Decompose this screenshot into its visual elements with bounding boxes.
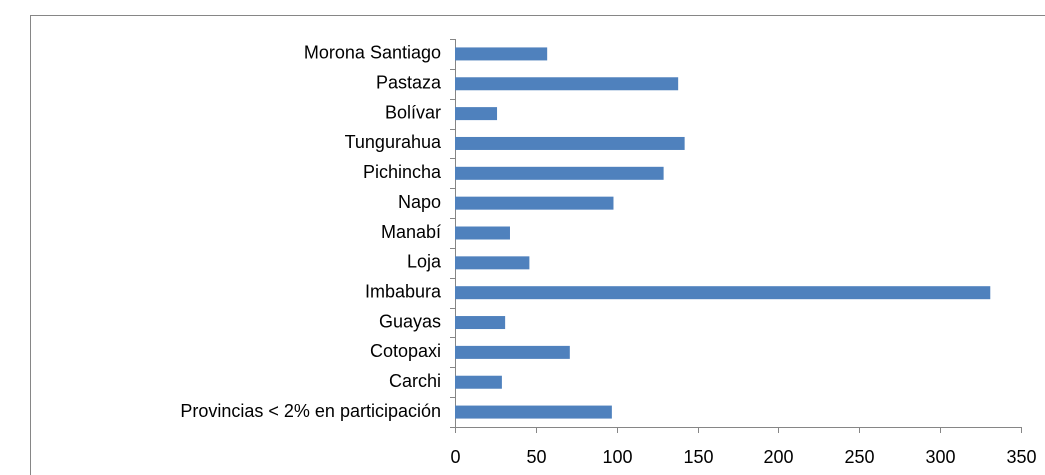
bar	[455, 107, 498, 121]
bar	[455, 47, 548, 61]
y-tick-label: Carchi	[389, 371, 441, 391]
chart-frame	[30, 15, 1045, 475]
x-tick-label: 250	[844, 447, 874, 467]
x-tick-label: 300	[925, 447, 955, 467]
bar	[455, 405, 612, 419]
bar	[455, 196, 614, 210]
y-tick-label: Pastaza	[376, 73, 442, 93]
y-tick-label: Guayas	[379, 311, 441, 331]
bar	[455, 226, 510, 240]
x-tick-label: 100	[602, 447, 632, 467]
y-tick-label: Pichincha	[363, 162, 442, 182]
bar	[455, 345, 570, 359]
y-tick-label: Provincias < 2% en participación	[180, 401, 441, 421]
x-tick-label: 50	[526, 447, 546, 467]
bar	[455, 166, 664, 180]
y-tick-label: Cotopaxi	[370, 341, 441, 361]
x-tick-label: 150	[683, 447, 713, 467]
y-tick-label: Loja	[407, 252, 442, 272]
x-tick-label: 350	[1006, 447, 1036, 467]
bar	[455, 316, 506, 330]
y-tick-label: Napo	[398, 192, 441, 212]
bar	[455, 375, 502, 389]
bar	[455, 136, 685, 150]
bar	[455, 256, 530, 270]
bar	[455, 77, 679, 91]
x-tick-label: 200	[763, 447, 793, 467]
y-tick-label: Manabí	[381, 222, 441, 242]
x-tick-label: 0	[450, 447, 460, 467]
y-tick-label: Bolívar	[385, 102, 441, 122]
bar	[455, 286, 991, 300]
y-tick-label: Imbabura	[365, 281, 442, 301]
y-tick-label: Tungurahua	[345, 132, 442, 152]
y-tick-label: Morona Santiago	[304, 43, 441, 63]
